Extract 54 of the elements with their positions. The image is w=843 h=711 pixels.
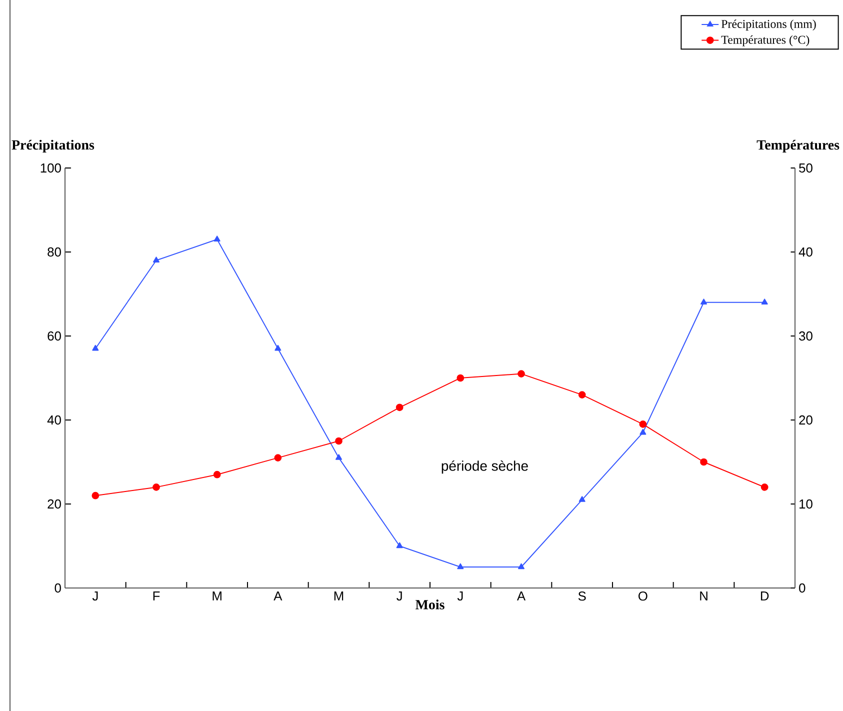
point	[213, 470, 221, 478]
y-tick-label: 80	[48, 247, 61, 257]
y-tick-label: 100	[40, 163, 61, 173]
x-tick-label: M	[334, 592, 344, 600]
y-tick-label: 20	[48, 499, 61, 509]
point	[578, 391, 586, 398]
point	[92, 344, 99, 351]
point	[335, 437, 342, 445]
point	[152, 256, 160, 262]
y2-tick-label: 40	[798, 247, 812, 257]
point	[274, 344, 282, 351]
point	[396, 404, 404, 412]
point	[760, 484, 768, 491]
y2-tick-label: 0	[799, 583, 806, 593]
point	[214, 236, 220, 242]
x-tick-label: J	[457, 592, 463, 601]
y2-tick-label: 20	[799, 415, 812, 425]
x-tick-label: A	[274, 592, 282, 600]
legend-label: Précipitations (mm)	[721, 20, 816, 30]
x-axis-title: Mois	[416, 600, 444, 610]
legend-label: Températures (°C)	[721, 35, 810, 46]
x-tick-label: O	[638, 592, 648, 601]
point	[578, 496, 586, 502]
point	[456, 374, 464, 382]
x-tick-label: D	[760, 592, 769, 600]
point	[396, 542, 403, 548]
x-tick-label: A	[516, 592, 526, 600]
y2-tick-label: 10	[800, 499, 812, 509]
point	[700, 298, 708, 304]
y-tick-label: 0	[54, 583, 61, 593]
point	[640, 428, 646, 435]
annotation: période sèche	[442, 460, 528, 474]
y2-tick-label: 50	[799, 163, 812, 173]
point	[152, 484, 160, 491]
point	[274, 454, 282, 462]
y2-axis-title: Températures	[756, 140, 840, 152]
point	[92, 492, 100, 500]
y-tick-label: 60	[48, 331, 61, 341]
point	[457, 563, 464, 570]
x-tick-label: S	[578, 592, 586, 601]
y-axis-title: Précipitations	[12, 140, 94, 152]
point	[518, 563, 525, 570]
x-tick-label: N	[700, 592, 708, 600]
point	[518, 370, 525, 378]
x-tick-label: J	[396, 592, 402, 601]
x-tick-label: J	[92, 592, 98, 601]
point	[761, 298, 768, 304]
point	[335, 454, 342, 460]
x-tick-label: M	[212, 592, 222, 600]
y-tick-label: 40	[47, 415, 61, 425]
y2-tick-label: 30	[799, 331, 812, 341]
x-tick-label: F	[153, 592, 160, 600]
point	[639, 420, 647, 428]
point	[700, 458, 708, 466]
